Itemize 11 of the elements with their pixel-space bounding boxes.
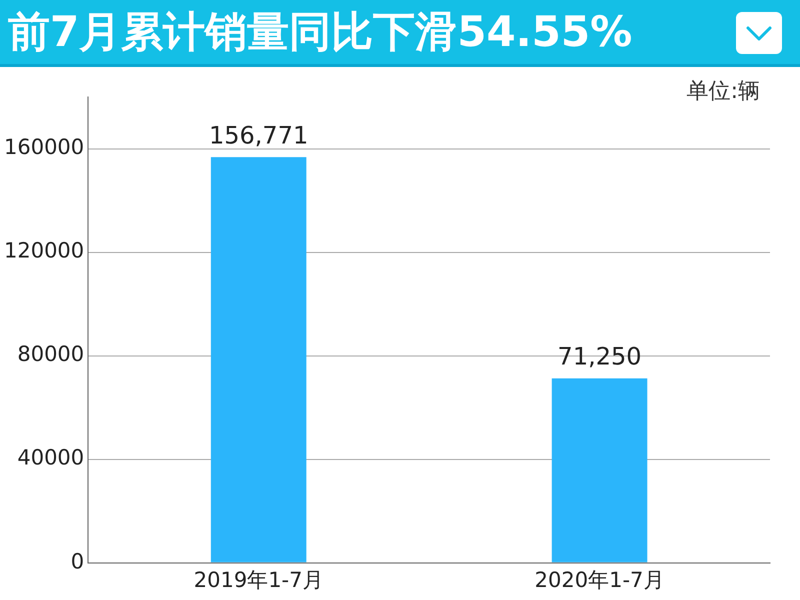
x-tick-label: 2020年1-7月 — [534, 568, 664, 592]
x-tick-label: 2019年1-7月 — [194, 568, 324, 592]
y-tick-label: 40000 — [17, 446, 84, 470]
data-label: 156,771 — [209, 121, 308, 150]
y-tick-label: 120000 — [4, 238, 84, 263]
data-label: 71,250 — [558, 342, 642, 371]
annotation: 单位:辆 — [686, 78, 760, 106]
chart-title: 前7月累计销量同比下滑54.55% — [8, 6, 632, 58]
y-tick-label: 160000 — [4, 135, 84, 160]
y-tick-label: 0 — [70, 549, 84, 574]
y-tick-label: 80000 — [17, 342, 84, 366]
